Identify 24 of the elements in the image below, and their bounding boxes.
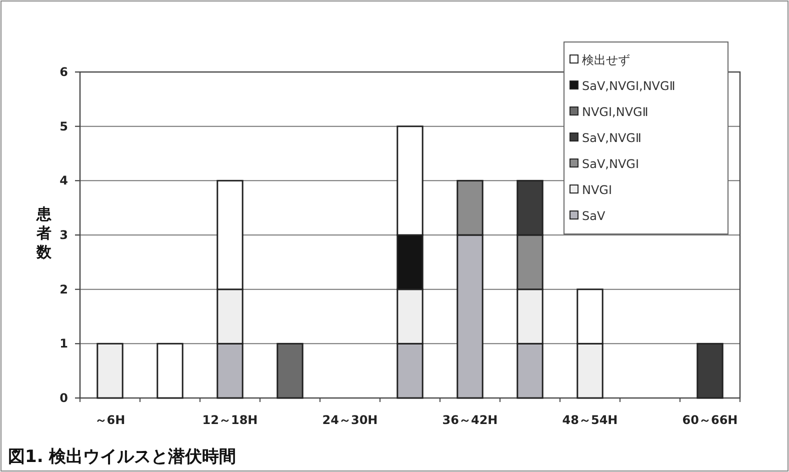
legend-label: 検出せず (582, 53, 630, 67)
x-tick-label: 60～66H (682, 413, 738, 427)
y-axis-title: 患者数 (36, 205, 52, 261)
y-tick-label: 3 (60, 228, 68, 242)
legend-label: SaV,NVGⅠ (582, 157, 640, 171)
x-tick-label: ～6H (94, 413, 126, 427)
x-tick-label: 48～54H (562, 413, 618, 427)
legend-label: NVGⅠ,NVGⅡ (582, 105, 648, 119)
x-tick-label: 24～30H (322, 413, 378, 427)
text: 図1. 検出ウイルスと潜伏時間 (8, 447, 236, 467)
y-tick-label: 2 (60, 282, 68, 296)
y-tick-label: 5 (60, 119, 68, 134)
y-tick-label: 4 (60, 174, 68, 188)
y-tick-label: 6 (60, 65, 68, 79)
legend-label: SaV,NVGⅡ (582, 131, 642, 145)
bar (156, 342, 184, 399)
y-tick-label: 1 (60, 336, 68, 351)
bar (96, 342, 124, 399)
x-tick-label: 12～18H (202, 413, 258, 427)
y-tick-label: 0 (60, 391, 68, 405)
x-tick-label: 36～42H (442, 413, 498, 427)
legend-label: SaV (582, 209, 606, 223)
legend-label: NVGⅠ (582, 183, 612, 197)
legend-label: SaV,NVGⅠ,NVGⅡ (582, 79, 676, 93)
